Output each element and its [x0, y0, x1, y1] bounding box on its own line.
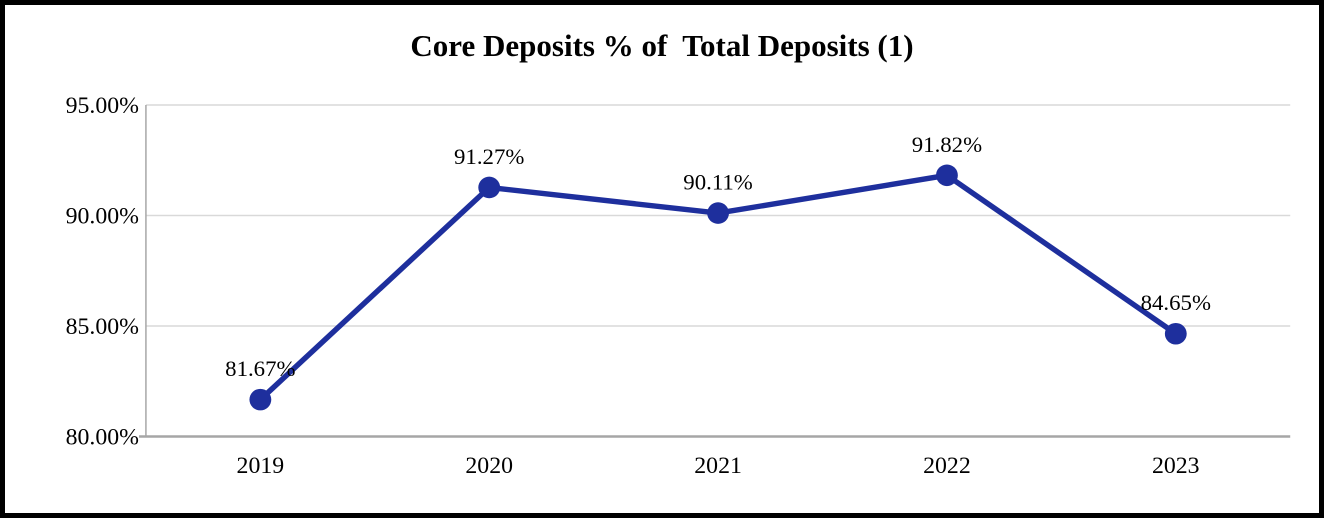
y-axis-tick-label: 80.00%: [66, 424, 139, 450]
x-axis-tick-label: 2023: [1152, 453, 1200, 479]
y-axis-tick-label: 85.00%: [66, 314, 139, 340]
x-axis-tick-label: 2022: [923, 453, 971, 479]
y-axis-tick-label: 95.00%: [66, 93, 139, 119]
data-point-label: 90.11%: [683, 170, 753, 195]
data-point-label: 91.27%: [454, 144, 524, 169]
x-axis-tick-label: 2021: [694, 453, 742, 479]
line-chart: 80.00% 85.00% 90.00% 95.00% 81.67% 2019 91.27%…: [66, 93, 1291, 479]
data-point-marker: [249, 388, 272, 411]
data-point-label: 81.67%: [225, 356, 295, 381]
data-point-marker: [478, 176, 501, 199]
y-axis-tick-label: 90.00%: [66, 203, 139, 229]
data-point-marker: [936, 164, 958, 187]
chart-title: Core Deposits % of Total Deposits (1): [410, 28, 914, 63]
x-axis-tick-label: 2019: [237, 453, 285, 479]
x-axis-tick-label: 2020: [465, 453, 513, 479]
data-point-label: 91.82%: [912, 132, 982, 157]
data-point-label: 84.65%: [1141, 290, 1211, 315]
data-point-marker: [1164, 322, 1187, 345]
data-point-marker: [707, 202, 729, 224]
